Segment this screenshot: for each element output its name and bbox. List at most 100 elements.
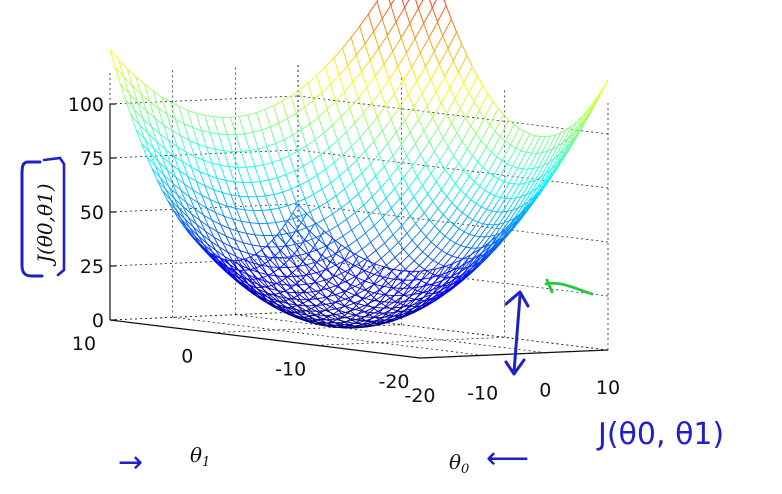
mesh-segment (328, 225, 339, 232)
mesh-segment (326, 322, 336, 326)
mesh-segment (454, 169, 465, 184)
mesh-segment (373, 31, 380, 49)
mesh-segment (307, 254, 318, 263)
mesh-segment (382, 130, 389, 144)
mesh-segment (284, 218, 294, 222)
mesh-segment (140, 94, 147, 111)
mesh-segment (306, 274, 316, 282)
mesh-segment (374, 323, 384, 326)
mesh-segment (328, 281, 338, 288)
mesh-segment (315, 218, 325, 225)
mesh-segment (292, 215, 302, 220)
mesh-segment (534, 164, 545, 181)
mesh-segment (530, 191, 540, 203)
mesh-segment (314, 281, 324, 288)
mesh-segment (517, 167, 523, 170)
mesh-segment (135, 76, 145, 85)
mesh-segment (432, 259, 439, 264)
mesh-segment (519, 183, 525, 185)
mesh-segment (374, 283, 380, 290)
mesh-segment (215, 212, 222, 225)
mesh-segment (311, 268, 321, 277)
mesh-segment (283, 299, 289, 302)
mesh-segment (333, 47, 343, 59)
mesh-segment (297, 305, 307, 312)
mesh-segment (526, 179, 536, 195)
mesh-segment (240, 221, 247, 234)
mesh-segment (356, 239, 363, 250)
mesh-segment (216, 178, 223, 193)
mesh-segment (466, 267, 476, 275)
mesh-segment (281, 276, 288, 281)
mesh-segment (468, 92, 475, 103)
mesh-segment (525, 135, 536, 153)
mesh-segment (323, 280, 330, 289)
mesh-segment (324, 309, 334, 315)
mesh-segment (398, 291, 405, 296)
mesh-segment (485, 235, 491, 238)
mesh-segment (462, 267, 473, 275)
mesh-segment (399, 94, 409, 108)
mesh-segment (266, 223, 273, 236)
mesh-segment (550, 153, 560, 170)
mesh-segment (201, 194, 211, 201)
mesh-segment (588, 96, 598, 114)
mesh-segment (508, 167, 519, 184)
mesh-segment (430, 296, 440, 302)
mesh-segment (512, 207, 519, 211)
mesh-segment (300, 311, 310, 317)
mesh-segment (324, 315, 331, 321)
mesh-segment (273, 268, 279, 273)
mesh-segment (357, 87, 368, 99)
mesh-segment (278, 301, 288, 308)
mesh-segment (479, 171, 489, 187)
mesh-segment (397, 155, 408, 168)
mesh-segment (231, 151, 239, 168)
mesh-segment (423, 293, 433, 298)
mesh-segment (386, 257, 396, 266)
mesh-segment (466, 55, 473, 67)
mesh-segment (268, 177, 278, 181)
mesh-segment (419, 293, 429, 301)
mesh-segment (149, 101, 156, 119)
mesh-segment (410, 273, 417, 279)
mesh-segment (438, 266, 445, 276)
mesh-segment (491, 210, 498, 213)
mesh-segment (213, 189, 223, 193)
mesh-segment (349, 200, 356, 213)
mesh-segment (402, 294, 412, 297)
mesh-segment (369, 47, 380, 61)
mesh-segment (420, 219, 430, 231)
mesh-segment (267, 222, 276, 224)
mesh-segment (451, 108, 461, 124)
mesh-segment (126, 68, 133, 87)
mesh-segment (313, 305, 320, 312)
mesh-segment (236, 256, 246, 261)
mesh-segment (317, 245, 327, 251)
mesh-segment (449, 176, 456, 184)
mesh-segment (118, 59, 128, 69)
mesh-segment (435, 291, 445, 297)
mesh-segment (208, 226, 218, 233)
mesh-segment (375, 306, 384, 309)
mesh-segment (239, 114, 248, 117)
mesh-segment (398, 242, 404, 250)
mesh-segment (324, 66, 331, 85)
mesh-segment (384, 234, 394, 244)
mesh-segment (370, 153, 380, 165)
mesh-segment (510, 144, 517, 149)
mesh-segment (254, 234, 261, 247)
mesh-segment (406, 38, 416, 54)
mesh-segment (185, 151, 195, 157)
mesh-segment (425, 164, 432, 174)
mesh-segment (404, 120, 411, 133)
mesh-segment (297, 203, 307, 214)
mesh-segment (316, 75, 323, 93)
mesh-segment (435, 76, 445, 92)
green-check-mark (544, 278, 594, 296)
mesh-segment (412, 288, 418, 292)
mesh-segment (496, 156, 503, 162)
mesh-segment (135, 129, 146, 140)
mesh-segment (418, 205, 425, 214)
mesh-segment (491, 197, 501, 212)
